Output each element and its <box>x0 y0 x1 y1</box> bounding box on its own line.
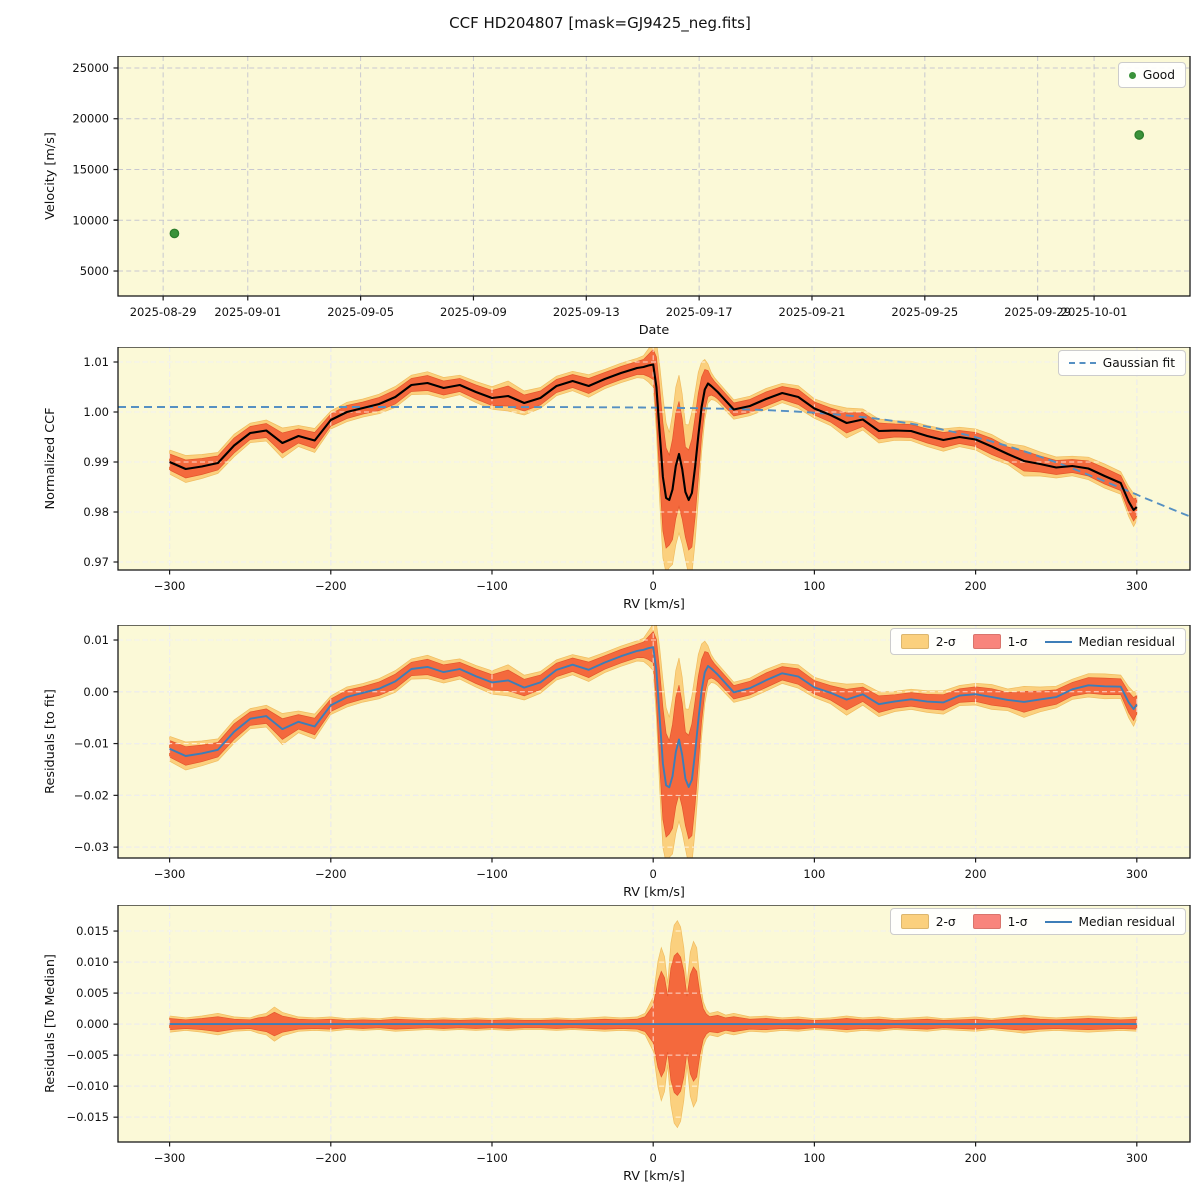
svg-text:1.01: 1.01 <box>83 355 109 369</box>
legend-label-1-sigma: 1-σ <box>1007 634 1028 649</box>
svg-text:0.015: 0.015 <box>76 924 109 938</box>
legend-residuals-to-median: 2-σ 1-σ Median residual <box>889 908 1186 935</box>
residuals-to-fit-chart: −300 −200 −100 0 100 200 300 0.01 0.00 −0.01 −0.02… <box>43 625 1191 900</box>
svg-text:−0.03: −0.03 <box>74 840 109 854</box>
svg-text:RV [km/s]: RV [km/s] <box>623 885 685 900</box>
svg-text:2025-09-29: 2025-09-29 <box>1004 305 1071 319</box>
svg-text:−300: −300 <box>154 1151 186 1165</box>
svg-text:20000: 20000 <box>72 112 109 126</box>
svg-text:0.97: 0.97 <box>83 555 109 569</box>
svg-text:RV [km/s]: RV [km/s] <box>623 597 685 612</box>
legend-gaussian-fit: Gaussian fit <box>1057 350 1186 376</box>
svg-text:Residuals [To Median]: Residuals [To Median] <box>43 954 58 1093</box>
legend-velocity: Good <box>1117 62 1186 88</box>
svg-text:200: 200 <box>965 1151 987 1165</box>
svg-text:200: 200 <box>965 867 987 881</box>
dashed-line-marker-icon <box>1068 362 1096 364</box>
legend-label-gaussian-fit: Gaussian fit <box>1102 356 1175 370</box>
good-point-marker-icon <box>1128 71 1136 79</box>
svg-text:200: 200 <box>965 579 987 593</box>
svg-text:2025-10-01: 2025-10-01 <box>1061 305 1128 319</box>
one-sigma-patch-icon <box>972 914 1001 929</box>
svg-text:2025-09-13: 2025-09-13 <box>553 305 620 319</box>
svg-text:25000: 25000 <box>72 61 109 75</box>
median-line-marker-icon <box>1044 920 1072 923</box>
svg-text:0.01: 0.01 <box>83 633 109 647</box>
svg-text:−300: −300 <box>154 867 186 881</box>
svg-text:−0.005: −0.005 <box>66 1048 109 1062</box>
legend-label-1-sigma: 1-σ <box>1007 914 1028 929</box>
legend-label-median-residual: Median residual <box>1078 634 1176 649</box>
normalized-ccf-chart: −300 −200 −100 0 100 200 300 0.97 0.98 0.99 1.00 1.… <box>43 347 1191 612</box>
svg-text:−200: −200 <box>315 579 347 593</box>
median-line-marker-icon <box>1044 640 1072 643</box>
residuals-to-median-chart: −300 −200 −100 0 100 200 300 0.015 0.010 0.005 0.0… <box>43 905 1191 1184</box>
svg-text:RV [km/s]: RV [km/s] <box>623 1169 685 1184</box>
svg-text:15000: 15000 <box>72 163 109 177</box>
svg-text:0: 0 <box>650 579 657 593</box>
svg-text:10000: 10000 <box>72 213 109 227</box>
svg-text:0.010: 0.010 <box>76 955 109 969</box>
svg-text:−200: −200 <box>315 867 347 881</box>
svg-text:2025-09-17: 2025-09-17 <box>666 305 733 319</box>
svg-text:5000: 5000 <box>80 264 109 278</box>
svg-text:2025-09-21: 2025-09-21 <box>779 305 846 319</box>
legend-label-median-residual: Median residual <box>1078 914 1176 929</box>
svg-text:0.00: 0.00 <box>83 685 109 699</box>
legend-label-2-sigma: 2-σ <box>935 914 956 929</box>
velocity-date-chart: 2025-08-29 2025-09-01 2025-09-05 2025-09-09… <box>43 56 1191 338</box>
svg-text:−200: −200 <box>315 1151 347 1165</box>
two-sigma-patch-icon <box>900 914 929 929</box>
svg-text:300: 300 <box>1126 579 1148 593</box>
svg-text:0: 0 <box>650 1151 657 1165</box>
svg-text:Velocity [m/s]: Velocity [m/s] <box>43 132 58 220</box>
svg-text:0.99: 0.99 <box>83 455 109 469</box>
svg-text:−100: −100 <box>476 1151 508 1165</box>
svg-text:2025-08-29: 2025-08-29 <box>130 305 197 319</box>
svg-text:−0.010: −0.010 <box>66 1079 109 1093</box>
svg-text:−0.01: −0.01 <box>74 737 109 751</box>
legend-label-2-sigma: 2-σ <box>935 634 956 649</box>
legend-label-good: Good <box>1142 68 1175 82</box>
svg-text:−0.015: −0.015 <box>66 1110 109 1124</box>
svg-text:0: 0 <box>650 867 657 881</box>
legend-residuals-to-fit: 2-σ 1-σ Median residual <box>889 628 1186 655</box>
svg-text:0.005: 0.005 <box>76 986 109 1000</box>
svg-text:0.000: 0.000 <box>76 1017 109 1031</box>
svg-text:0.98: 0.98 <box>83 505 109 519</box>
svg-text:2025-09-05: 2025-09-05 <box>327 305 394 319</box>
svg-text:−300: −300 <box>154 579 186 593</box>
svg-text:2025-09-25: 2025-09-25 <box>891 305 958 319</box>
svg-text:2025-09-01: 2025-09-01 <box>214 305 281 319</box>
two-sigma-patch-icon <box>900 634 929 649</box>
svg-text:1.00: 1.00 <box>83 405 109 419</box>
svg-text:300: 300 <box>1126 1151 1148 1165</box>
svg-text:−0.02: −0.02 <box>74 788 109 802</box>
one-sigma-patch-icon <box>972 634 1001 649</box>
svg-text:−100: −100 <box>476 579 508 593</box>
svg-text:100: 100 <box>803 867 825 881</box>
figure-title: CCF HD204807 [mask=GJ9425_neg.fits] <box>449 14 751 32</box>
svg-text:−100: −100 <box>476 867 508 881</box>
svg-text:100: 100 <box>803 1151 825 1165</box>
svg-text:Residuals [to fit]: Residuals [to fit] <box>43 689 58 794</box>
svg-text:Normalized CCF: Normalized CCF <box>43 408 58 510</box>
svg-text:100: 100 <box>803 579 825 593</box>
svg-text:2025-09-09: 2025-09-09 <box>440 305 507 319</box>
svg-text:300: 300 <box>1126 867 1148 881</box>
svg-text:Date: Date <box>639 323 670 338</box>
